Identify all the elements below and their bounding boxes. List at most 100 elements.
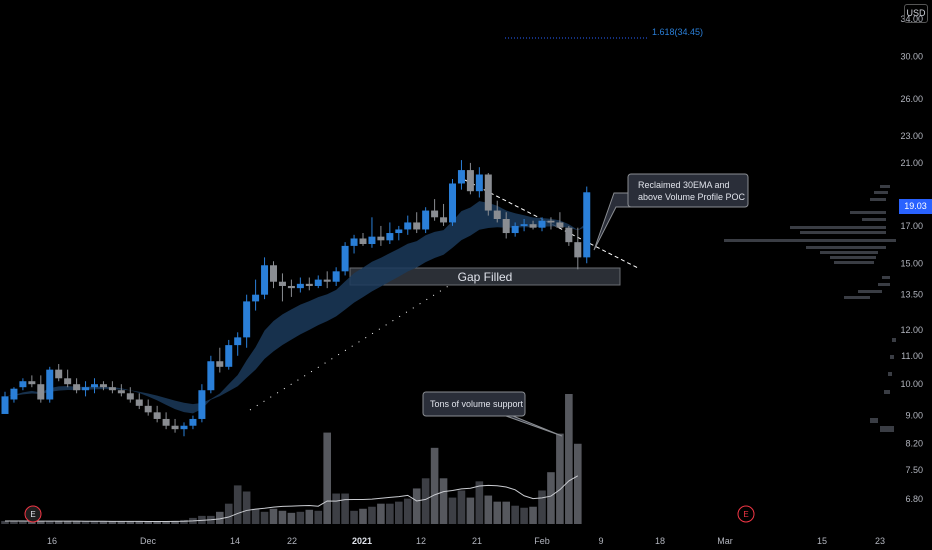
price-tick-4: 21.00 (900, 158, 923, 168)
ema-band (5, 201, 587, 414)
candle-body (73, 384, 81, 391)
candle (484, 173, 492, 216)
time-tick-7: Feb (534, 536, 550, 546)
volume-bar (233, 485, 242, 524)
time-tick-12: 23 (875, 536, 885, 546)
candle (198, 384, 206, 423)
candle-body (108, 387, 116, 391)
candle-body (431, 210, 439, 218)
candle (386, 222, 394, 245)
candle-body (493, 210, 501, 219)
candle (207, 355, 215, 394)
candle-body (243, 301, 251, 338)
candle-body (82, 387, 90, 391)
candle-body (547, 220, 555, 223)
candle (91, 378, 98, 394)
time-tick-6: 21 (472, 536, 482, 546)
candle (359, 233, 367, 246)
volume-bar (466, 497, 475, 524)
price-tick-14: 7.50 (905, 465, 923, 475)
candle-body (332, 271, 340, 282)
candle (252, 279, 260, 311)
price-tick-3: 23.00 (900, 131, 923, 141)
time-tick-0: 16 (47, 536, 57, 546)
ema-ribbon (5, 201, 587, 414)
candle-body (529, 224, 537, 228)
volume-bar (448, 497, 457, 524)
fib-label: 1.618(34.45) (652, 27, 703, 37)
candle-body (270, 265, 277, 282)
price-tick-15: 6.80 (905, 494, 923, 504)
candle (162, 412, 170, 430)
candle (368, 217, 376, 248)
volume-ma-line (5, 475, 579, 522)
candle-body (64, 378, 72, 385)
time-tick-11: 15 (817, 536, 827, 546)
candle-body (350, 238, 358, 246)
candle-body (171, 425, 179, 430)
candles (1, 160, 591, 437)
candle (296, 277, 304, 293)
candle (46, 366, 54, 403)
candle-body (386, 233, 394, 241)
volume-bar (305, 509, 314, 524)
candle-body (207, 361, 215, 391)
volume-bar (144, 521, 152, 524)
candle-body (162, 418, 170, 426)
candle (171, 418, 179, 433)
candle-body (556, 222, 564, 228)
volume-bar (90, 521, 99, 524)
volume-bar (529, 506, 537, 524)
candle (449, 178, 456, 226)
candle (583, 186, 591, 264)
volume-bar (430, 447, 439, 524)
volume-bar (395, 501, 403, 524)
candle (144, 399, 152, 416)
volume-bar (574, 443, 582, 524)
volume-bar (565, 394, 573, 524)
earnings-marker-left[interactable]: E (24, 505, 42, 523)
volume-bars (1, 394, 582, 524)
candle (556, 212, 564, 228)
candle (73, 378, 81, 394)
candle-body (314, 279, 322, 286)
volume-bar (296, 511, 305, 524)
time-tick-10: Mar (717, 536, 733, 546)
volume-bar (126, 521, 135, 524)
volume-bar (117, 521, 126, 524)
candle (216, 347, 224, 373)
candle (82, 381, 90, 397)
time-axis: 16 Dec 14 22 2021 12 21 Feb 9 18 Mar 15 23 (47, 536, 885, 546)
candle (520, 218, 528, 232)
candle (225, 339, 233, 370)
time-tick-1: Dec (140, 536, 157, 546)
candle-body (153, 412, 161, 419)
candle-body (538, 220, 546, 228)
candle-body (278, 281, 286, 286)
candle-body (252, 294, 260, 302)
price-tick-0: 34.00 (900, 14, 923, 24)
candle-body (287, 285, 295, 289)
candle-body (413, 222, 421, 230)
currency-button[interactable]: USD (904, 4, 928, 23)
candle-body (261, 265, 269, 295)
time-tick-9: 18 (655, 536, 665, 546)
time-tick-3: 22 (287, 536, 297, 546)
price-tick-13: 8.20 (905, 438, 923, 448)
candle-body (180, 425, 188, 430)
candle-body (440, 217, 448, 223)
volume-support-label: Tons of volume support (430, 399, 524, 409)
candle-body (404, 222, 412, 230)
volume-bar (99, 521, 108, 524)
volume-bar (287, 512, 296, 524)
candle (108, 381, 116, 394)
candle-body (234, 337, 242, 346)
candle (413, 212, 421, 234)
volume-bar (45, 520, 54, 524)
earnings-marker-right[interactable]: E (737, 505, 755, 523)
candle-body (216, 361, 224, 367)
volume-bar (439, 478, 448, 524)
candle-body (574, 242, 582, 258)
volume-bar (332, 493, 340, 524)
